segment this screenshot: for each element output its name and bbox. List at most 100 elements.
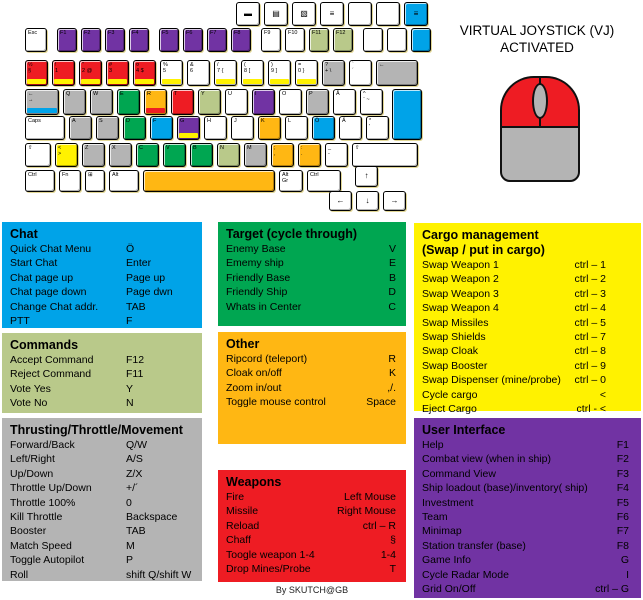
key-media-doc1: ▤ xyxy=(264,2,288,26)
key-altgr: Alt Gr xyxy=(279,170,303,192)
key-z: Z xyxy=(82,143,105,167)
binding-row: Swap Cloak ctrl – 8 xyxy=(422,344,606,358)
binding-action: Roll xyxy=(10,568,29,581)
key-label: / 7 { xyxy=(217,62,224,75)
key-comma: ; , xyxy=(271,143,294,167)
key-label: ⇧ xyxy=(355,145,360,151)
key-caps: Caps xyxy=(25,116,65,140)
key-label: Y xyxy=(201,91,205,97)
key-label: Esc xyxy=(28,30,38,36)
binding-action: Accept Command xyxy=(10,354,94,366)
binding-action: Command View xyxy=(422,467,496,480)
key-label: B xyxy=(193,145,197,151)
binding-key: shift Q/shift W xyxy=(126,568,192,581)
key-label: ↓ xyxy=(365,195,370,205)
binding-row: Eject Cargo ctrl - < xyxy=(422,402,606,416)
binding-row: Kill Throttle Backspace xyxy=(10,510,194,524)
key-tab: ← → xyxy=(25,89,59,115)
binding-action: Swap Cloak xyxy=(422,345,479,358)
key-label: G xyxy=(180,118,185,124)
binding-row: Combat view (when in ship) F2 xyxy=(422,452,629,466)
key-f5: F5 xyxy=(159,28,179,52)
binding-action: Game Info xyxy=(422,554,472,567)
key-label: U xyxy=(228,91,232,97)
binding-key: § xyxy=(390,534,396,547)
key-c: C xyxy=(136,143,159,167)
binding-row: Toggle Autopilot P xyxy=(10,553,194,567)
binding-action: Swap Weapon 3 xyxy=(422,287,499,300)
key-label: A xyxy=(72,118,76,124)
binding-row: Missile Right Mouse xyxy=(226,504,396,518)
binding-row: Roll shift Q/shift W xyxy=(10,568,194,582)
key-0: = 0 } xyxy=(295,60,318,86)
binding-row: Friendly Base B xyxy=(226,271,396,285)
binding-key: V xyxy=(388,243,396,255)
binding-row: Vote No N xyxy=(10,396,194,410)
key-odiaeresis: Ö xyxy=(312,116,335,140)
binding-row: Friendly Ship D xyxy=(226,285,396,299)
key-m: M xyxy=(244,143,267,167)
key-i: I xyxy=(252,89,275,115)
key-label: ^ ¨ ~ xyxy=(363,91,370,104)
key-label: Alt xyxy=(112,172,119,178)
key-extra-blue xyxy=(411,28,431,52)
binding-key: Z/X xyxy=(126,467,143,480)
binding-row: Station transfer (base) F8 xyxy=(422,539,629,553)
key-label: F11 xyxy=(312,30,322,36)
key-label: " 2 @ xyxy=(82,62,93,75)
key-label: Fn xyxy=(62,172,69,178)
binding-key: Left Mouse xyxy=(344,491,396,503)
key-rctrl: Ctrl xyxy=(307,170,341,192)
binding-action: Match Speed xyxy=(10,539,72,552)
binding-action: Missile xyxy=(226,505,259,518)
binding-action: Up/Down xyxy=(10,467,54,480)
key-label: ( 8 [ xyxy=(244,62,251,75)
binding-key: F6 xyxy=(616,511,629,524)
key-stripe xyxy=(27,79,46,84)
key-label: ; , xyxy=(274,145,276,158)
key-y: Y xyxy=(198,89,221,115)
binding-key: G xyxy=(620,554,629,567)
key-j: J xyxy=(231,116,254,140)
key-label: & 6 xyxy=(190,62,194,75)
key-apostrophe: * ' xyxy=(366,116,389,140)
key-stripe xyxy=(108,79,127,84)
binding-key: F8 xyxy=(616,539,629,552)
binding-key: ctrl – G xyxy=(595,583,629,596)
binding-action: Forward/Back xyxy=(10,439,75,451)
key-label: % 5 xyxy=(163,62,168,75)
key-q: Q xyxy=(63,89,86,115)
binding-row: Forward/Back Q/W xyxy=(10,438,194,452)
binding-key: ctrl – 4 xyxy=(574,302,606,315)
binding-row: Toggle mouse control Space xyxy=(226,395,396,409)
binding-action: Cloak on/off xyxy=(226,367,282,380)
box-title-target: Target (cycle through) xyxy=(226,227,358,241)
binding-key: < xyxy=(599,388,606,401)
binding-row: Swap Booster ctrl – 9 xyxy=(422,359,606,373)
binding-action: Combat view (when in ship) xyxy=(422,453,551,466)
box-title-weapons: Weapons xyxy=(226,475,282,489)
key-stripe xyxy=(243,79,262,84)
key-label: → xyxy=(390,195,399,205)
binding-action: Chat page down xyxy=(10,286,87,299)
key-7: / 7 { xyxy=(214,60,237,86)
binding-action: Quick Chat Menu xyxy=(10,243,92,255)
binding-row: Grid On/Off ctrl – G xyxy=(422,582,629,596)
binding-row: Reload ctrl – R xyxy=(226,519,396,533)
key-w: W xyxy=(90,89,113,115)
key-label: Å xyxy=(336,91,340,97)
binding-action: Start Chat xyxy=(10,257,58,270)
binding-action: Change Chat addr. xyxy=(10,300,99,313)
binding-key: K xyxy=(388,367,396,380)
key-label: ↑ xyxy=(364,171,369,181)
binding-key: A/S xyxy=(126,453,143,466)
key-minus: _ - xyxy=(325,143,348,167)
key-label: * ' xyxy=(369,118,372,131)
key-aring: Å xyxy=(333,89,356,115)
binding-action: Toogle weapon 1-4 xyxy=(226,548,315,561)
binding-action: Toggle mouse control xyxy=(226,396,326,409)
key-t: T xyxy=(171,89,194,115)
key-section: ½ § xyxy=(25,60,48,86)
binding-key: F11 xyxy=(126,368,144,381)
key-label: F7 xyxy=(210,30,217,36)
